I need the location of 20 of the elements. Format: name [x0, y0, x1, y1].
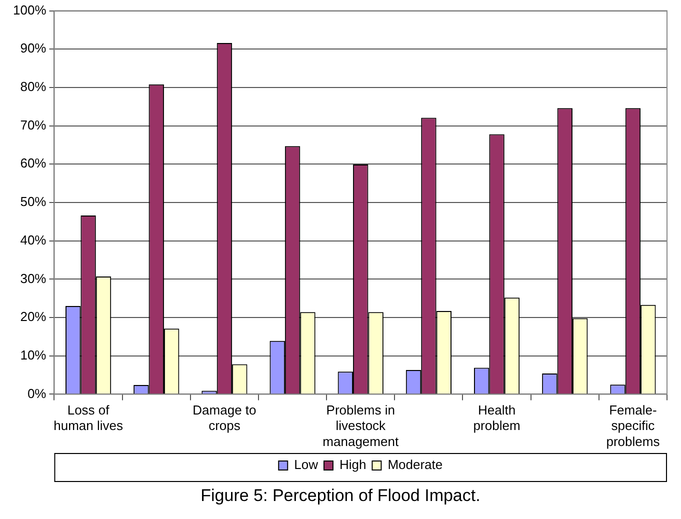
x-tick-label: Damage to crops	[192, 402, 256, 434]
legend-label: Low	[294, 457, 319, 472]
legend-label: High	[339, 457, 366, 472]
y-tick-label: 30%	[20, 270, 47, 286]
text: Figure 5: Perception of Flood Impact.	[200, 486, 482, 506]
legend-label: Moderate	[388, 457, 443, 472]
y-tick-label: 0%	[27, 386, 47, 401]
y-tick-label: 50%	[20, 194, 47, 210]
x-tick-label: Female-specific problems	[606, 402, 660, 449]
y-tick-label: 10%	[20, 347, 47, 362]
y-tick-label: 20%	[20, 309, 47, 324]
x-tick-label: Health problem	[473, 402, 520, 434]
x-tick-label: Problems in livestock management	[322, 402, 399, 449]
y-tick-label: 80%	[20, 79, 47, 94]
y-tick-label: 70%	[20, 117, 47, 132]
y-tick-label: 90%	[20, 40, 47, 56]
y-tick-label: 40%	[20, 232, 47, 248]
y-tick-label: 60%	[20, 156, 47, 171]
x-tick-label: Loss of human lives	[54, 402, 124, 434]
y-tick-label: 100%	[13, 2, 47, 18]
